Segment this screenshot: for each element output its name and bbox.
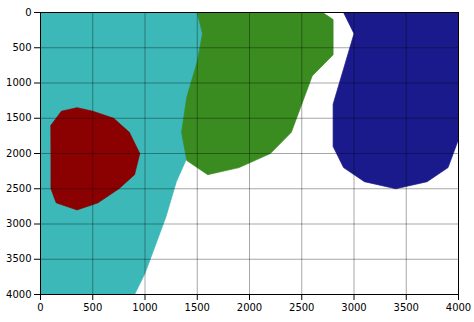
svg-text:2500: 2500 bbox=[6, 183, 31, 194]
svg-text:1500: 1500 bbox=[6, 112, 31, 123]
svg-text:4000: 4000 bbox=[446, 302, 471, 313]
svg-text:0: 0 bbox=[37, 302, 43, 313]
svg-text:0: 0 bbox=[25, 7, 31, 18]
svg-text:3000: 3000 bbox=[6, 218, 31, 229]
svg-text:4000: 4000 bbox=[6, 289, 31, 300]
svg-text:2000: 2000 bbox=[237, 302, 262, 313]
svg-text:1500: 1500 bbox=[185, 302, 210, 313]
svg-text:3500: 3500 bbox=[6, 253, 31, 264]
svg-text:1000: 1000 bbox=[6, 77, 31, 88]
svg-text:1000: 1000 bbox=[132, 302, 157, 313]
svg-text:500: 500 bbox=[12, 42, 31, 53]
svg-text:2000: 2000 bbox=[6, 148, 31, 159]
svg-text:2500: 2500 bbox=[289, 302, 314, 313]
svg-text:3500: 3500 bbox=[394, 302, 419, 313]
svg-text:3000: 3000 bbox=[341, 302, 366, 313]
svg-text:500: 500 bbox=[83, 302, 102, 313]
